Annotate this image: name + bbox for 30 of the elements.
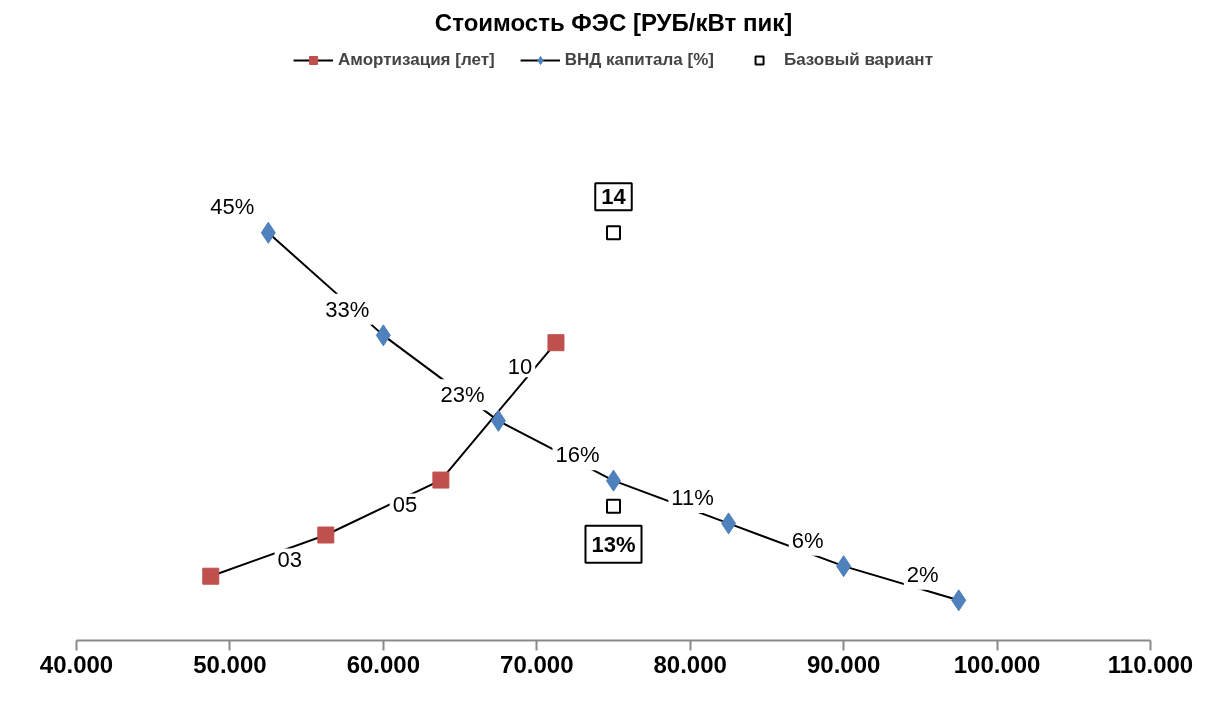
x-tick-label: 60.000 (346, 650, 421, 678)
data-label: 05 (392, 491, 418, 517)
data-label: 10 (507, 354, 533, 380)
data-label: 14 (601, 184, 627, 210)
data-label: 16% (555, 442, 600, 468)
legend-label: Амортизация [лет] (338, 50, 495, 70)
data-label: 03 (277, 546, 303, 572)
data-label: 23% (440, 382, 485, 408)
point (317, 526, 335, 544)
x-tick-label: 90.000 (806, 650, 881, 678)
x-tick-label: 80.000 (653, 650, 727, 678)
data-label: 11% (671, 484, 714, 510)
data-label: 2% (906, 561, 939, 587)
x-tick-label: 70.000 (500, 650, 574, 678)
chart-title: Стоимость ФЭС [РУБ/кВт пик] (434, 8, 793, 36)
point (432, 471, 450, 489)
legend-label: ВНД капитала [%] (564, 50, 714, 70)
point (606, 225, 621, 241)
x-tick-label: 100.000 (953, 650, 1041, 678)
data-label: 45% (210, 194, 255, 220)
legend-label: Базовый вариант (783, 50, 933, 70)
data-label: 33% (325, 296, 370, 322)
x-tick-label: 40.000 (39, 650, 114, 678)
point (547, 334, 565, 352)
x-tick-label: 110.000 (1107, 650, 1194, 678)
point (202, 567, 220, 585)
data-label: 6% (791, 527, 824, 553)
data-label: 13% (591, 531, 636, 557)
x-tick-label: 50.000 (193, 650, 267, 678)
point (606, 498, 621, 514)
